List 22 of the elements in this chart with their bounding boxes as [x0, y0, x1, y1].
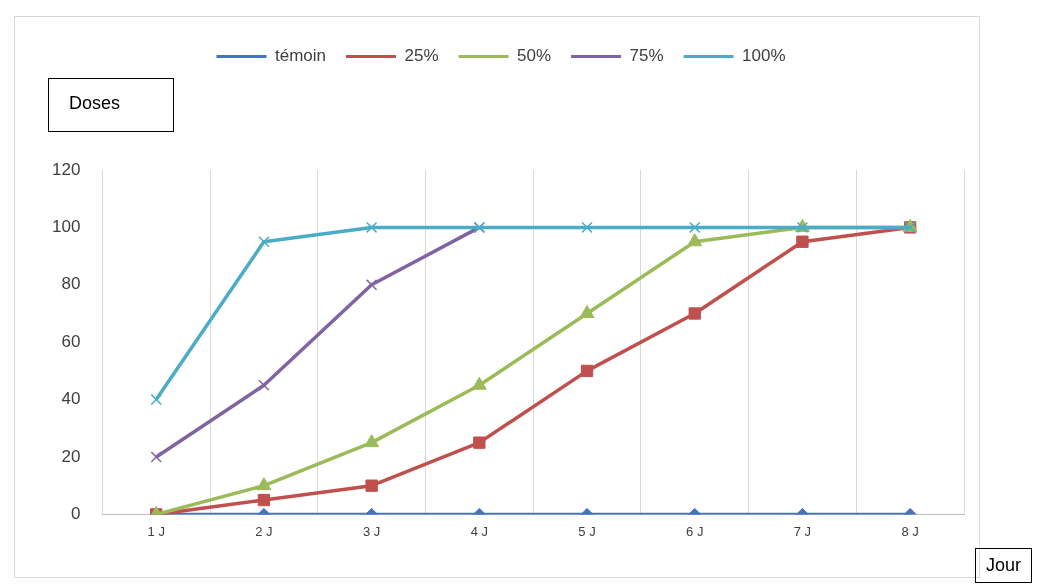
y-tick-label: 60: [61, 331, 81, 351]
y-tick-label: 40: [61, 389, 81, 409]
y-tick-label: 80: [61, 274, 81, 294]
legend-label: 25%: [404, 46, 439, 66]
x-tick-label: 1 J: [147, 523, 165, 539]
legend-label: témoin: [274, 46, 326, 66]
x-tick-label: 6 J: [686, 523, 704, 539]
legend-label: 75%: [629, 46, 664, 66]
x-tick-label: 7 J: [793, 523, 812, 539]
x-tick-label: 8 J: [901, 523, 919, 539]
x-tick-label: 5 J: [578, 523, 596, 539]
y-tick-label: 0: [70, 504, 81, 524]
legend-label: 50%: [517, 46, 552, 66]
y-tick-label: 120: [51, 159, 81, 179]
y-tick-label: 100: [51, 217, 81, 237]
y-tick-label: 20: [61, 446, 81, 466]
x-axis-title: Jour: [975, 548, 1033, 583]
x-tick-label: 2 J: [255, 523, 273, 539]
x-tick-label: 4 J: [470, 523, 488, 539]
y-axis-title: Doses: [48, 78, 174, 132]
legend-label: 100%: [742, 46, 786, 66]
x-tick-label: 3 J: [362, 523, 381, 539]
